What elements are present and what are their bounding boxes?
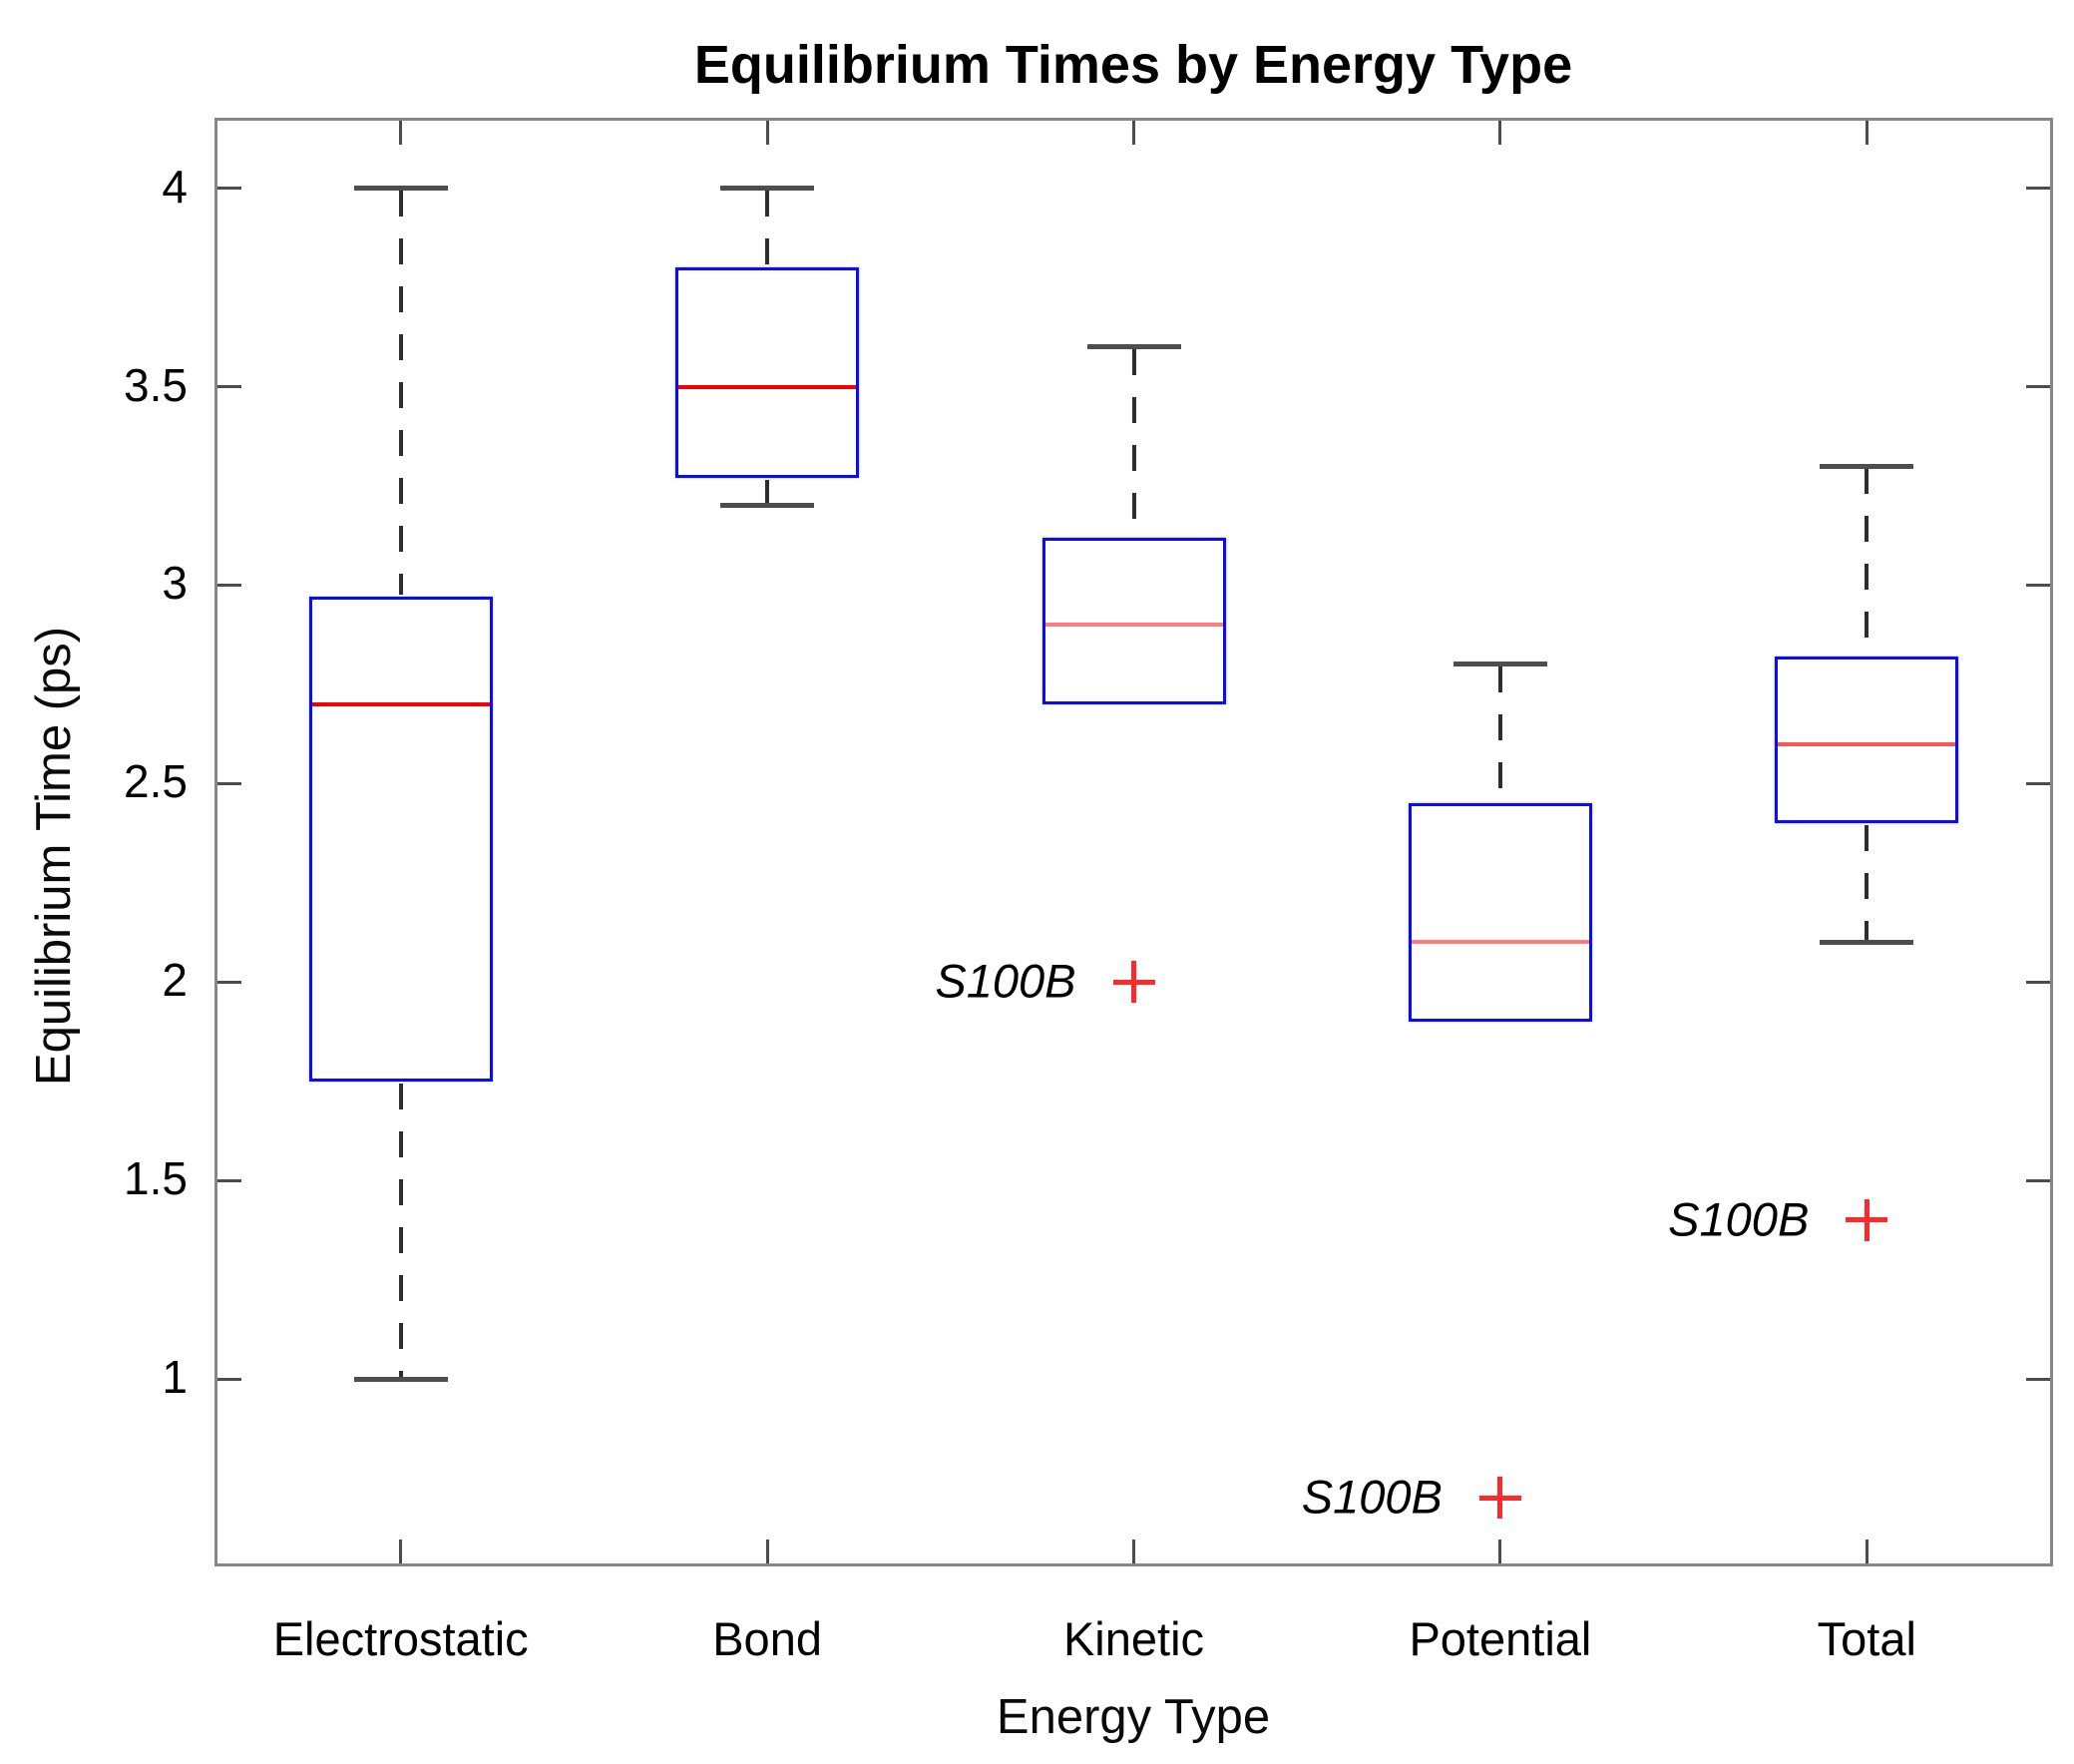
median-electrostatic bbox=[311, 701, 490, 706]
y-axis-tick-left bbox=[217, 385, 241, 389]
y-tick-label: 1 bbox=[162, 1350, 188, 1403]
whisker-cap-upper-potential bbox=[1452, 662, 1547, 667]
y-axis-tick-right bbox=[2026, 781, 2050, 785]
median-kinetic bbox=[1044, 623, 1223, 628]
box-total bbox=[1775, 657, 1959, 824]
x-tick-label: Bond bbox=[712, 1612, 822, 1665]
x-axis-tick-bottom bbox=[1132, 1540, 1135, 1563]
whisker-upper-total bbox=[1865, 468, 1869, 656]
box-potential bbox=[1408, 803, 1592, 1022]
whisker-lower-total bbox=[1865, 825, 1869, 941]
y-axis-tick-right bbox=[2026, 1178, 2050, 1182]
outlier-plus-vertical bbox=[1497, 1477, 1503, 1520]
y-axis-tick-left bbox=[217, 781, 241, 785]
outlier-plus-vertical bbox=[1131, 961, 1136, 1004]
y-axis-tick-right bbox=[2026, 980, 2050, 984]
whisker-cap-lower-total bbox=[1820, 939, 1914, 945]
y-axis-tick-right bbox=[2026, 385, 2050, 389]
y-axis-tick-right bbox=[2026, 1377, 2050, 1381]
x-tick-label: Potential bbox=[1409, 1612, 1592, 1665]
x-axis-tick-bottom bbox=[1498, 1540, 1502, 1563]
median-potential bbox=[1411, 940, 1589, 945]
box-electrostatic bbox=[308, 597, 493, 1082]
y-axis-tick-left bbox=[217, 980, 241, 984]
box-bond bbox=[675, 267, 860, 478]
y-axis-tick-left bbox=[217, 187, 241, 191]
y-axis-tick-right bbox=[2026, 583, 2050, 587]
y-axis-tick-left bbox=[217, 583, 241, 587]
x-axis-tick-top bbox=[1498, 121, 1502, 145]
y-axis-label: Equilibrium Time (ps) bbox=[27, 626, 81, 1087]
y-tick-label: 2 bbox=[162, 954, 188, 1007]
outlier-label-total: S100B bbox=[1668, 1192, 1810, 1246]
x-axis-tick-top bbox=[1865, 121, 1868, 145]
box-kinetic bbox=[1041, 537, 1226, 704]
whisker-upper-electrostatic bbox=[398, 190, 403, 596]
x-axis-label: Energy Type bbox=[996, 1690, 1271, 1744]
y-tick-label: 4 bbox=[162, 160, 188, 213]
outlier-plus-vertical bbox=[1864, 1198, 1869, 1241]
whisker-lower-electrostatic bbox=[398, 1083, 403, 1378]
outlier-label-potential: S100B bbox=[1301, 1470, 1443, 1524]
whisker-cap-lower-electrostatic bbox=[353, 1376, 448, 1382]
y-tick-label: 3 bbox=[162, 557, 188, 610]
outlier-marker-total bbox=[1846, 1198, 1888, 1241]
y-tick-label: 1.5 bbox=[124, 1151, 188, 1204]
whisker-cap-upper-kinetic bbox=[1086, 344, 1181, 350]
x-tick-label: Electrostatic bbox=[272, 1612, 529, 1665]
whisker-cap-upper-electrostatic bbox=[353, 186, 448, 192]
x-axis-tick-top bbox=[1132, 121, 1135, 145]
whisker-upper-potential bbox=[1497, 665, 1502, 802]
axes-frame bbox=[214, 118, 2053, 1566]
x-axis-tick-bottom bbox=[399, 1540, 403, 1563]
x-axis-tick-top bbox=[399, 121, 403, 145]
y-axis-tick-right bbox=[2026, 187, 2050, 191]
median-total bbox=[1778, 741, 1956, 746]
whisker-upper-bond bbox=[765, 190, 770, 266]
x-axis-tick-bottom bbox=[765, 1540, 769, 1563]
whisker-upper-kinetic bbox=[1131, 348, 1136, 536]
y-axis-tick-left bbox=[217, 1178, 241, 1182]
x-axis-tick-bottom bbox=[1865, 1540, 1868, 1563]
whisker-lower-bond bbox=[765, 480, 770, 504]
y-tick-label: 2.5 bbox=[124, 755, 188, 808]
chart-title: Equilibrium Times by Energy Type bbox=[693, 35, 1573, 95]
outlier-label-kinetic: S100B bbox=[935, 954, 1076, 1008]
y-axis-tick-left bbox=[217, 1377, 241, 1381]
x-tick-label: Kinetic bbox=[1062, 1612, 1205, 1665]
outlier-marker-potential bbox=[1478, 1477, 1521, 1520]
outlier-marker-kinetic bbox=[1112, 961, 1155, 1004]
whisker-cap-lower-bond bbox=[720, 503, 815, 509]
median-bond bbox=[678, 384, 857, 389]
whisker-cap-upper-bond bbox=[720, 186, 815, 192]
y-tick-label: 3.5 bbox=[124, 358, 188, 411]
x-axis-tick-top bbox=[765, 121, 769, 145]
whisker-cap-upper-total bbox=[1820, 463, 1914, 469]
x-tick-label: Total bbox=[1817, 1612, 1916, 1665]
